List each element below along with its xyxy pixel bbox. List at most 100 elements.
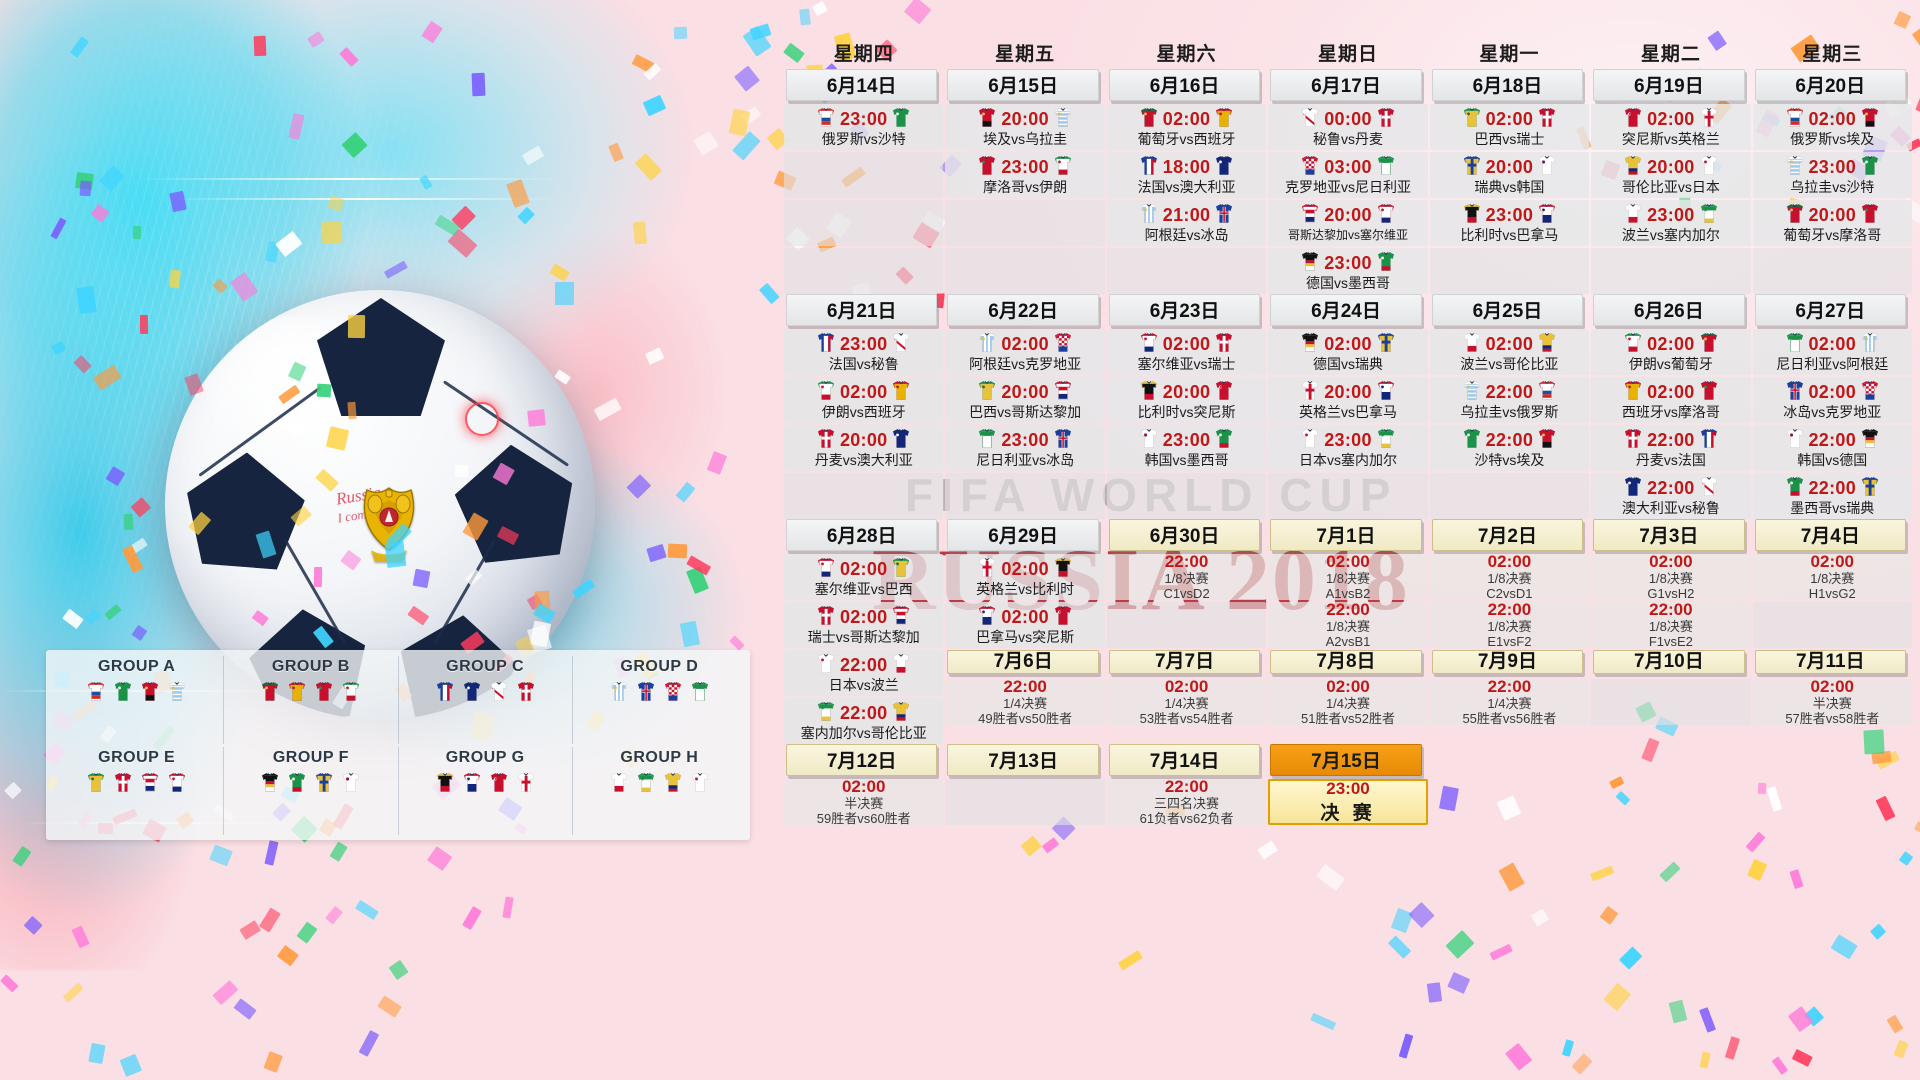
date-header[interactable]: 6月19日: [1593, 69, 1744, 101]
group-match[interactable]: 02:00 尼日利亚vs阿根廷: [1753, 329, 1912, 375]
group-group-b[interactable]: GROUP B: [224, 656, 398, 744]
group-group-c[interactable]: GROUP C: [399, 656, 573, 744]
group-match[interactable]: 22:00 韩国vs德国: [1753, 425, 1912, 471]
date-header[interactable]: 6月26日: [1593, 294, 1744, 326]
group-group-a[interactable]: GROUP A: [50, 656, 224, 744]
group-match[interactable]: 00:00 秘鲁vs丹麦: [1268, 104, 1427, 150]
group-match[interactable]: 02:00 冰岛vs克罗地亚: [1753, 377, 1912, 423]
date-header[interactable]: 7月4日: [1755, 519, 1906, 551]
group-match[interactable]: 20:00 英格兰vs巴拿马: [1268, 377, 1427, 423]
knockout-match[interactable]: 22:00 三四名决赛 61负者vs62负者: [1107, 779, 1266, 825]
group-match[interactable]: 02:00 俄罗斯vs埃及: [1753, 104, 1912, 150]
knockout-match[interactable]: 02:00 1/4决赛 53胜者vs54胜者: [1107, 679, 1266, 725]
date-header[interactable]: 7月14日: [1109, 744, 1260, 776]
date-header[interactable]: 7月8日: [1270, 650, 1421, 674]
knockout-match[interactable]: 22:00 1/8决赛 A2vsB1: [1268, 602, 1427, 648]
group-match[interactable]: 20:00 巴西vs哥斯达黎加: [945, 377, 1104, 423]
group-match[interactable]: 02:00 德国vs瑞典: [1268, 329, 1427, 375]
group-match[interactable]: 22:00 墨西哥vs瑞典: [1753, 473, 1912, 519]
date-header[interactable]: 7月11日: [1755, 650, 1906, 674]
date-header[interactable]: 6月28日: [786, 519, 937, 551]
knockout-match[interactable]: 02:00 1/8决赛 G1vsH2: [1591, 554, 1750, 600]
date-header[interactable]: 6月25日: [1432, 294, 1583, 326]
date-header[interactable]: 6月20日: [1755, 69, 1906, 101]
date-header[interactable]: 6月29日: [947, 519, 1098, 551]
group-match[interactable]: 02:00 伊朗vs西班牙: [784, 377, 943, 423]
group-match[interactable]: 18:00 法国vs澳大利亚: [1107, 152, 1266, 198]
date-header[interactable]: 7月12日: [786, 744, 937, 776]
date-header[interactable]: 7月1日: [1270, 519, 1421, 551]
group-match[interactable]: 02:00 阿根廷vs克罗地亚: [945, 329, 1104, 375]
date-header[interactable]: 6月30日: [1109, 519, 1260, 551]
group-group-g[interactable]: GROUP G: [399, 747, 573, 835]
group-match[interactable]: 02:00 突尼斯vs英格兰: [1591, 104, 1750, 150]
date-header[interactable]: 6月21日: [786, 294, 937, 326]
group-match[interactable]: 23:00 乌拉圭vs沙特: [1753, 152, 1912, 198]
date-header[interactable]: 7月15日: [1270, 744, 1421, 776]
date-header[interactable]: 7月2日: [1432, 519, 1583, 551]
group-match[interactable]: 22:00 塞内加尔vs哥伦比亚: [784, 698, 943, 744]
date-header[interactable]: 6月17日: [1270, 69, 1421, 101]
group-match[interactable]: 22:00 乌拉圭vs俄罗斯: [1430, 377, 1589, 423]
date-header[interactable]: 6月24日: [1270, 294, 1421, 326]
group-match[interactable]: 22:00 澳大利亚vs秘鲁: [1591, 473, 1750, 519]
final-match[interactable]: 23:00 决 赛: [1268, 779, 1427, 825]
date-header[interactable]: 6月18日: [1432, 69, 1583, 101]
group-match[interactable]: 20:00 埃及vs乌拉圭: [945, 104, 1104, 150]
group-match[interactable]: 23:00 韩国vs墨西哥: [1107, 425, 1266, 471]
knockout-match[interactable]: 02:00 半决赛 57胜者vs58胜者: [1753, 679, 1912, 725]
date-header[interactable]: 7月10日: [1593, 650, 1744, 674]
group-match[interactable]: 02:00 瑞士vs哥斯达黎加: [784, 602, 943, 648]
group-match[interactable]: 23:00 德国vs墨西哥: [1268, 248, 1427, 294]
group-match[interactable]: 23:00 波兰vs塞内加尔: [1591, 200, 1750, 246]
group-match[interactable]: 20:00 比利时vs突尼斯: [1107, 377, 1266, 423]
knockout-match[interactable]: 02:00 1/8决赛 C2vsD1: [1430, 554, 1589, 600]
group-match[interactable]: 23:00 摩洛哥vs伊朗: [945, 152, 1104, 198]
knockout-match[interactable]: 02:00 1/4决赛 51胜者vs52胜者: [1268, 679, 1427, 725]
group-match[interactable]: 22:00 沙特vs埃及: [1430, 425, 1589, 471]
knockout-match[interactable]: 22:00 1/4决赛 49胜者vs50胜者: [945, 679, 1104, 725]
group-group-f[interactable]: GROUP F: [224, 747, 398, 835]
group-match[interactable]: 02:00 塞尔维亚vs瑞士: [1107, 329, 1266, 375]
group-match[interactable]: 03:00 克罗地亚vs尼日利亚: [1268, 152, 1427, 198]
group-match[interactable]: 22:00 丹麦vs法国: [1591, 425, 1750, 471]
date-header[interactable]: 6月27日: [1755, 294, 1906, 326]
group-match[interactable]: 21:00 阿根廷vs冰岛: [1107, 200, 1266, 246]
date-header[interactable]: 6月15日: [947, 69, 1098, 101]
group-match[interactable]: 02:00 波兰vs哥伦比亚: [1430, 329, 1589, 375]
group-group-e[interactable]: GROUP E: [50, 747, 224, 835]
date-header[interactable]: 7月7日: [1109, 650, 1260, 674]
date-header[interactable]: 6月16日: [1109, 69, 1260, 101]
group-match[interactable]: 02:00 塞尔维亚vs巴西: [784, 554, 943, 600]
knockout-match[interactable]: 22:00 1/8决赛 E1vsF2: [1430, 602, 1589, 648]
group-match[interactable]: 23:00 日本vs塞内加尔: [1268, 425, 1427, 471]
group-match[interactable]: 02:00 西班牙vs摩洛哥: [1591, 377, 1750, 423]
group-match[interactable]: 20:00 葡萄牙vs摩洛哥: [1753, 200, 1912, 246]
group-match[interactable]: 02:00 葡萄牙vs西班牙: [1107, 104, 1266, 150]
date-header[interactable]: 7月6日: [947, 650, 1098, 674]
group-match[interactable]: 20:00 哥斯达黎加vs塞尔维亚: [1268, 200, 1427, 246]
date-header[interactable]: 6月22日: [947, 294, 1098, 326]
group-match[interactable]: 23:00 法国vs秘鲁: [784, 329, 943, 375]
group-match[interactable]: 23:00 比利时vs巴拿马: [1430, 200, 1589, 246]
date-header[interactable]: 7月3日: [1593, 519, 1744, 551]
group-match[interactable]: 22:00 日本vs波兰: [784, 650, 943, 696]
group-match[interactable]: 02:00 巴拿马vs突尼斯: [945, 602, 1104, 648]
group-match[interactable]: 02:00 巴西vs瑞士: [1430, 104, 1589, 150]
knockout-match[interactable]: 02:00 1/8决赛 A1vsB2: [1268, 554, 1427, 600]
date-header[interactable]: 6月14日: [786, 69, 937, 101]
group-match[interactable]: 23:00 尼日利亚vs冰岛: [945, 425, 1104, 471]
knockout-match[interactable]: 22:00 1/8决赛 F1vsE2: [1591, 602, 1750, 648]
group-match[interactable]: 02:00 英格兰vs比利时: [945, 554, 1104, 600]
group-match[interactable]: 02:00 伊朗vs葡萄牙: [1591, 329, 1750, 375]
date-header[interactable]: 7月9日: [1432, 650, 1583, 674]
knockout-match[interactable]: 02:00 半决赛 59胜者vs60胜者: [784, 779, 943, 825]
group-match[interactable]: 20:00 丹麦vs澳大利亚: [784, 425, 943, 471]
group-group-d[interactable]: GROUP D: [573, 656, 746, 744]
group-match[interactable]: 23:00 俄罗斯vs沙特: [784, 104, 943, 150]
group-group-h[interactable]: GROUP H: [573, 747, 746, 835]
knockout-match[interactable]: 02:00 1/8决赛 H1vsG2: [1753, 554, 1912, 600]
knockout-match[interactable]: 22:00 1/4决赛 55胜者vs56胜者: [1430, 679, 1589, 725]
group-match[interactable]: 20:00 哥伦比亚vs日本: [1591, 152, 1750, 198]
knockout-match[interactable]: 22:00 1/8决赛 C1vsD2: [1107, 554, 1266, 600]
